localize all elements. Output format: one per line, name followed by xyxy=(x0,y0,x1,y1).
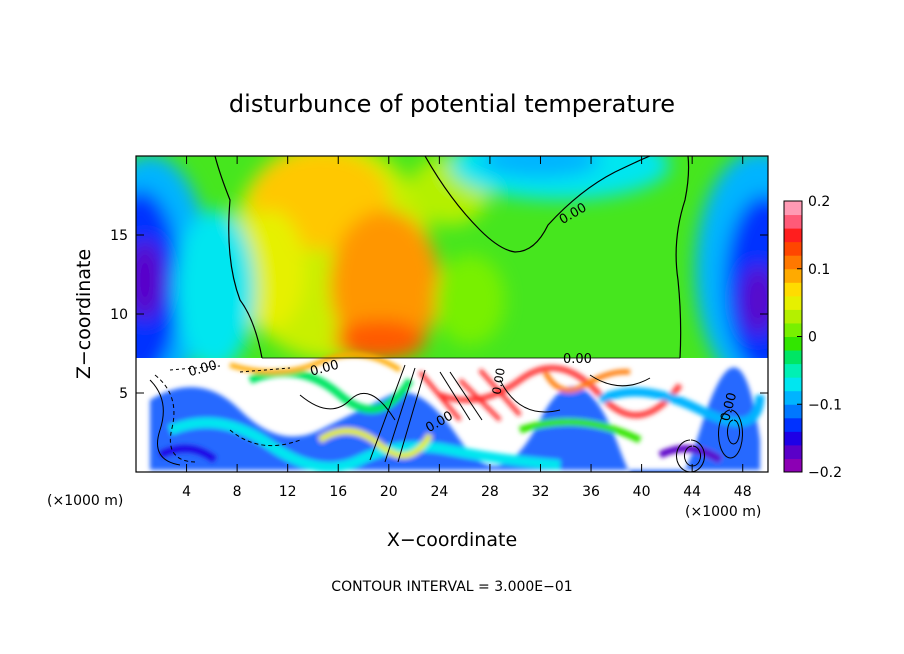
x-tick-label: 20 xyxy=(380,484,398,500)
colorbar-swatch xyxy=(784,282,802,297)
x-tick-label: 8 xyxy=(233,484,242,500)
x-unit-left: (×1000 m) xyxy=(47,493,123,509)
colorbar-swatch xyxy=(784,336,802,351)
colorbar-swatch xyxy=(784,309,802,324)
colorbar-swatch xyxy=(784,458,802,473)
x-axis: 4 8 12 16 20 24 28 32 36 40 44 48 xyxy=(182,156,752,500)
colorbar-swatch xyxy=(784,377,802,392)
colorbar-tick-label: 0.1 xyxy=(808,262,830,278)
x-tick-label: 36 xyxy=(582,484,600,500)
x-tick-label: 32 xyxy=(532,484,550,500)
x-tick-label: 40 xyxy=(633,484,651,500)
colorbar-swatch xyxy=(784,390,802,405)
x-tick-label: 48 xyxy=(734,484,752,500)
contour-label: 0.00 xyxy=(563,352,592,367)
colorbar-tick-label: 0.2 xyxy=(808,194,830,210)
zero-contours xyxy=(214,156,690,359)
colorbar-tick-label: −0.2 xyxy=(808,465,842,481)
contour-label: 0.00 xyxy=(489,367,507,396)
colorbar-swatch xyxy=(784,268,802,283)
colorbar-swatch xyxy=(784,417,802,432)
y-axis-label: Z−coordinate xyxy=(73,249,95,379)
colorbar-ticks: 0.2 0.1 0 −0.1 −0.2 xyxy=(797,194,842,481)
y-axis: 5 10 15 xyxy=(110,228,768,402)
colorbar-swatch xyxy=(784,444,802,459)
contour-interval-note: CONTOUR INTERVAL = 3.000E−01 xyxy=(331,579,572,595)
colorbar-swatch xyxy=(784,363,802,378)
colorbar-swatch xyxy=(784,255,802,270)
plot-area: 0.00 0.00 0.00 0.00 0.00 0.00 0.00 xyxy=(136,156,768,472)
colorbar-swatch xyxy=(784,228,802,243)
x-unit-right: (×1000 m) xyxy=(685,504,761,520)
y-tick-label: 10 xyxy=(110,307,128,323)
contour-label: 0.00 xyxy=(187,358,219,380)
x-tick-label: 16 xyxy=(329,484,347,500)
x-tick-label: 24 xyxy=(430,484,448,500)
x-tick-label: 4 xyxy=(182,484,191,500)
colorbar-tick-label: −0.1 xyxy=(808,397,842,413)
y-tick-label: 15 xyxy=(110,228,128,244)
colorbar-swatch xyxy=(784,322,802,337)
colorbar-swatch xyxy=(784,241,802,256)
x-axis-label: X−coordinate xyxy=(387,529,517,551)
colorbar-swatch xyxy=(784,350,802,365)
chart-title: disturbunce of potential temperature xyxy=(229,90,675,118)
colorbar-swatch xyxy=(784,431,802,446)
colorbar-swatch xyxy=(784,295,802,310)
colorbar-swatch xyxy=(784,214,802,229)
colorbar-swatch xyxy=(784,201,802,216)
y-tick-label: 5 xyxy=(119,386,128,402)
colorbar-swatch xyxy=(784,404,802,419)
x-tick-label: 12 xyxy=(279,484,297,500)
x-tick-label: 44 xyxy=(683,484,701,500)
colorbar-tick-label: 0 xyxy=(808,330,817,346)
contour-label: 0.00 xyxy=(718,391,740,423)
x-tick-label: 28 xyxy=(481,484,499,500)
colorbar xyxy=(783,200,803,473)
contour-label: 0.00 xyxy=(309,358,341,380)
lower-turbulent-region xyxy=(136,352,768,472)
